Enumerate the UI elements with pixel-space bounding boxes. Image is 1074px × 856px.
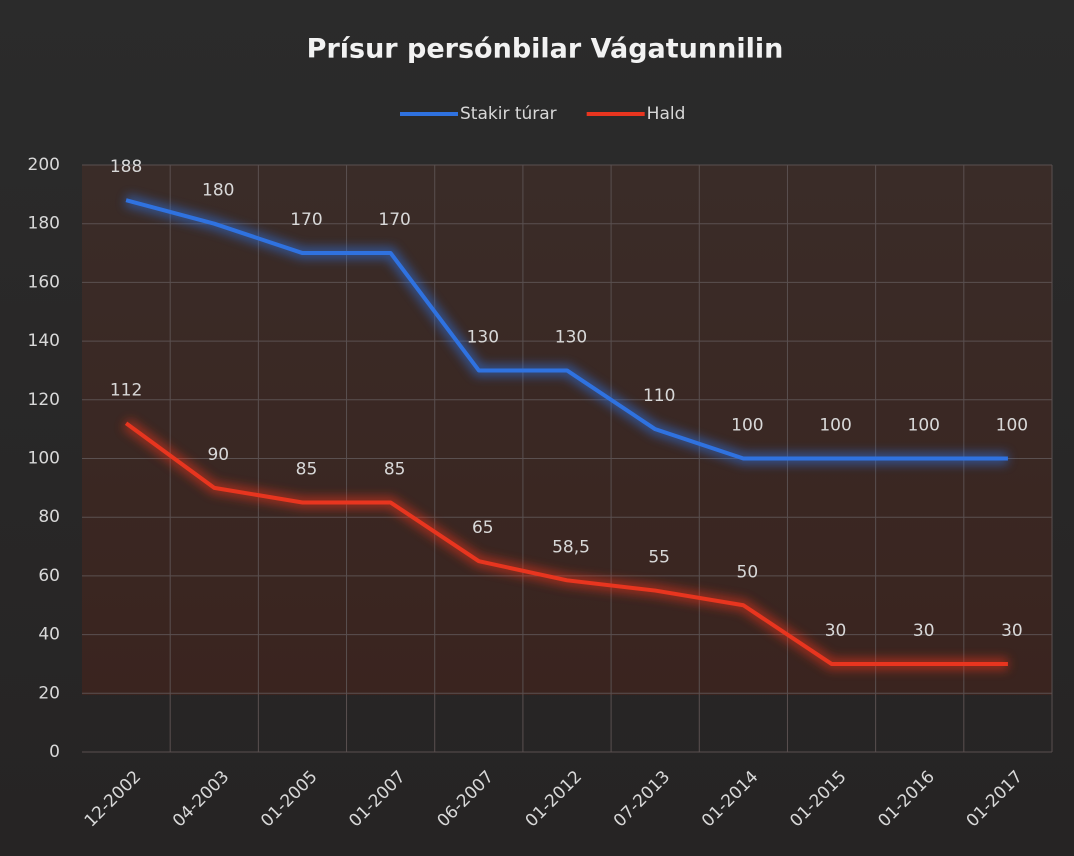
data-label: 100 (819, 416, 851, 436)
data-label: 50 (737, 562, 759, 582)
data-label: 30 (1001, 621, 1023, 641)
y-tick-label: 140 (28, 331, 60, 351)
data-label: 112 (110, 380, 142, 400)
y-tick-label: 0 (49, 742, 60, 762)
y-tick-label: 40 (38, 625, 60, 645)
data-label: 170 (378, 210, 410, 230)
data-label: 100 (731, 416, 763, 436)
legend-label: Stakir túrar (460, 104, 557, 124)
legend-label: Hald (647, 104, 686, 124)
line (125, 198, 1008, 461)
y-tick-label: 60 (38, 566, 60, 586)
data-label: 30 (825, 621, 847, 641)
plot-area (82, 165, 1052, 695)
line (124, 421, 1008, 666)
data-label: 180 (202, 181, 234, 201)
data-label: 58,5 (552, 537, 590, 557)
data-label: 100 (908, 416, 940, 436)
data-label: 130 (555, 327, 587, 347)
data-label: 188 (110, 157, 142, 177)
y-tick-label: 120 (28, 390, 60, 410)
y-tick-label: 200 (28, 155, 60, 175)
data-label: 130 (467, 327, 499, 347)
y-tick-label: 180 (28, 214, 60, 234)
data-label: 85 (384, 460, 406, 480)
data-label: 65 (472, 518, 494, 538)
data-label: 90 (207, 445, 229, 465)
y-tick-label: 20 (38, 683, 60, 703)
data-label: 85 (296, 460, 318, 480)
data-label: 30 (913, 621, 935, 641)
y-tick-label: 80 (38, 507, 60, 527)
data-label: 100 (996, 416, 1028, 436)
y-tick-label: 100 (28, 449, 60, 469)
data-label: 170 (290, 210, 322, 230)
chart-title: Prísur persónbilar Vágatunnilin (307, 34, 784, 65)
legend: Stakir túrar Hald (400, 104, 685, 124)
y-tick-label: 160 (28, 272, 60, 292)
data-label: 55 (648, 548, 670, 568)
data-label: 110 (643, 386, 675, 406)
